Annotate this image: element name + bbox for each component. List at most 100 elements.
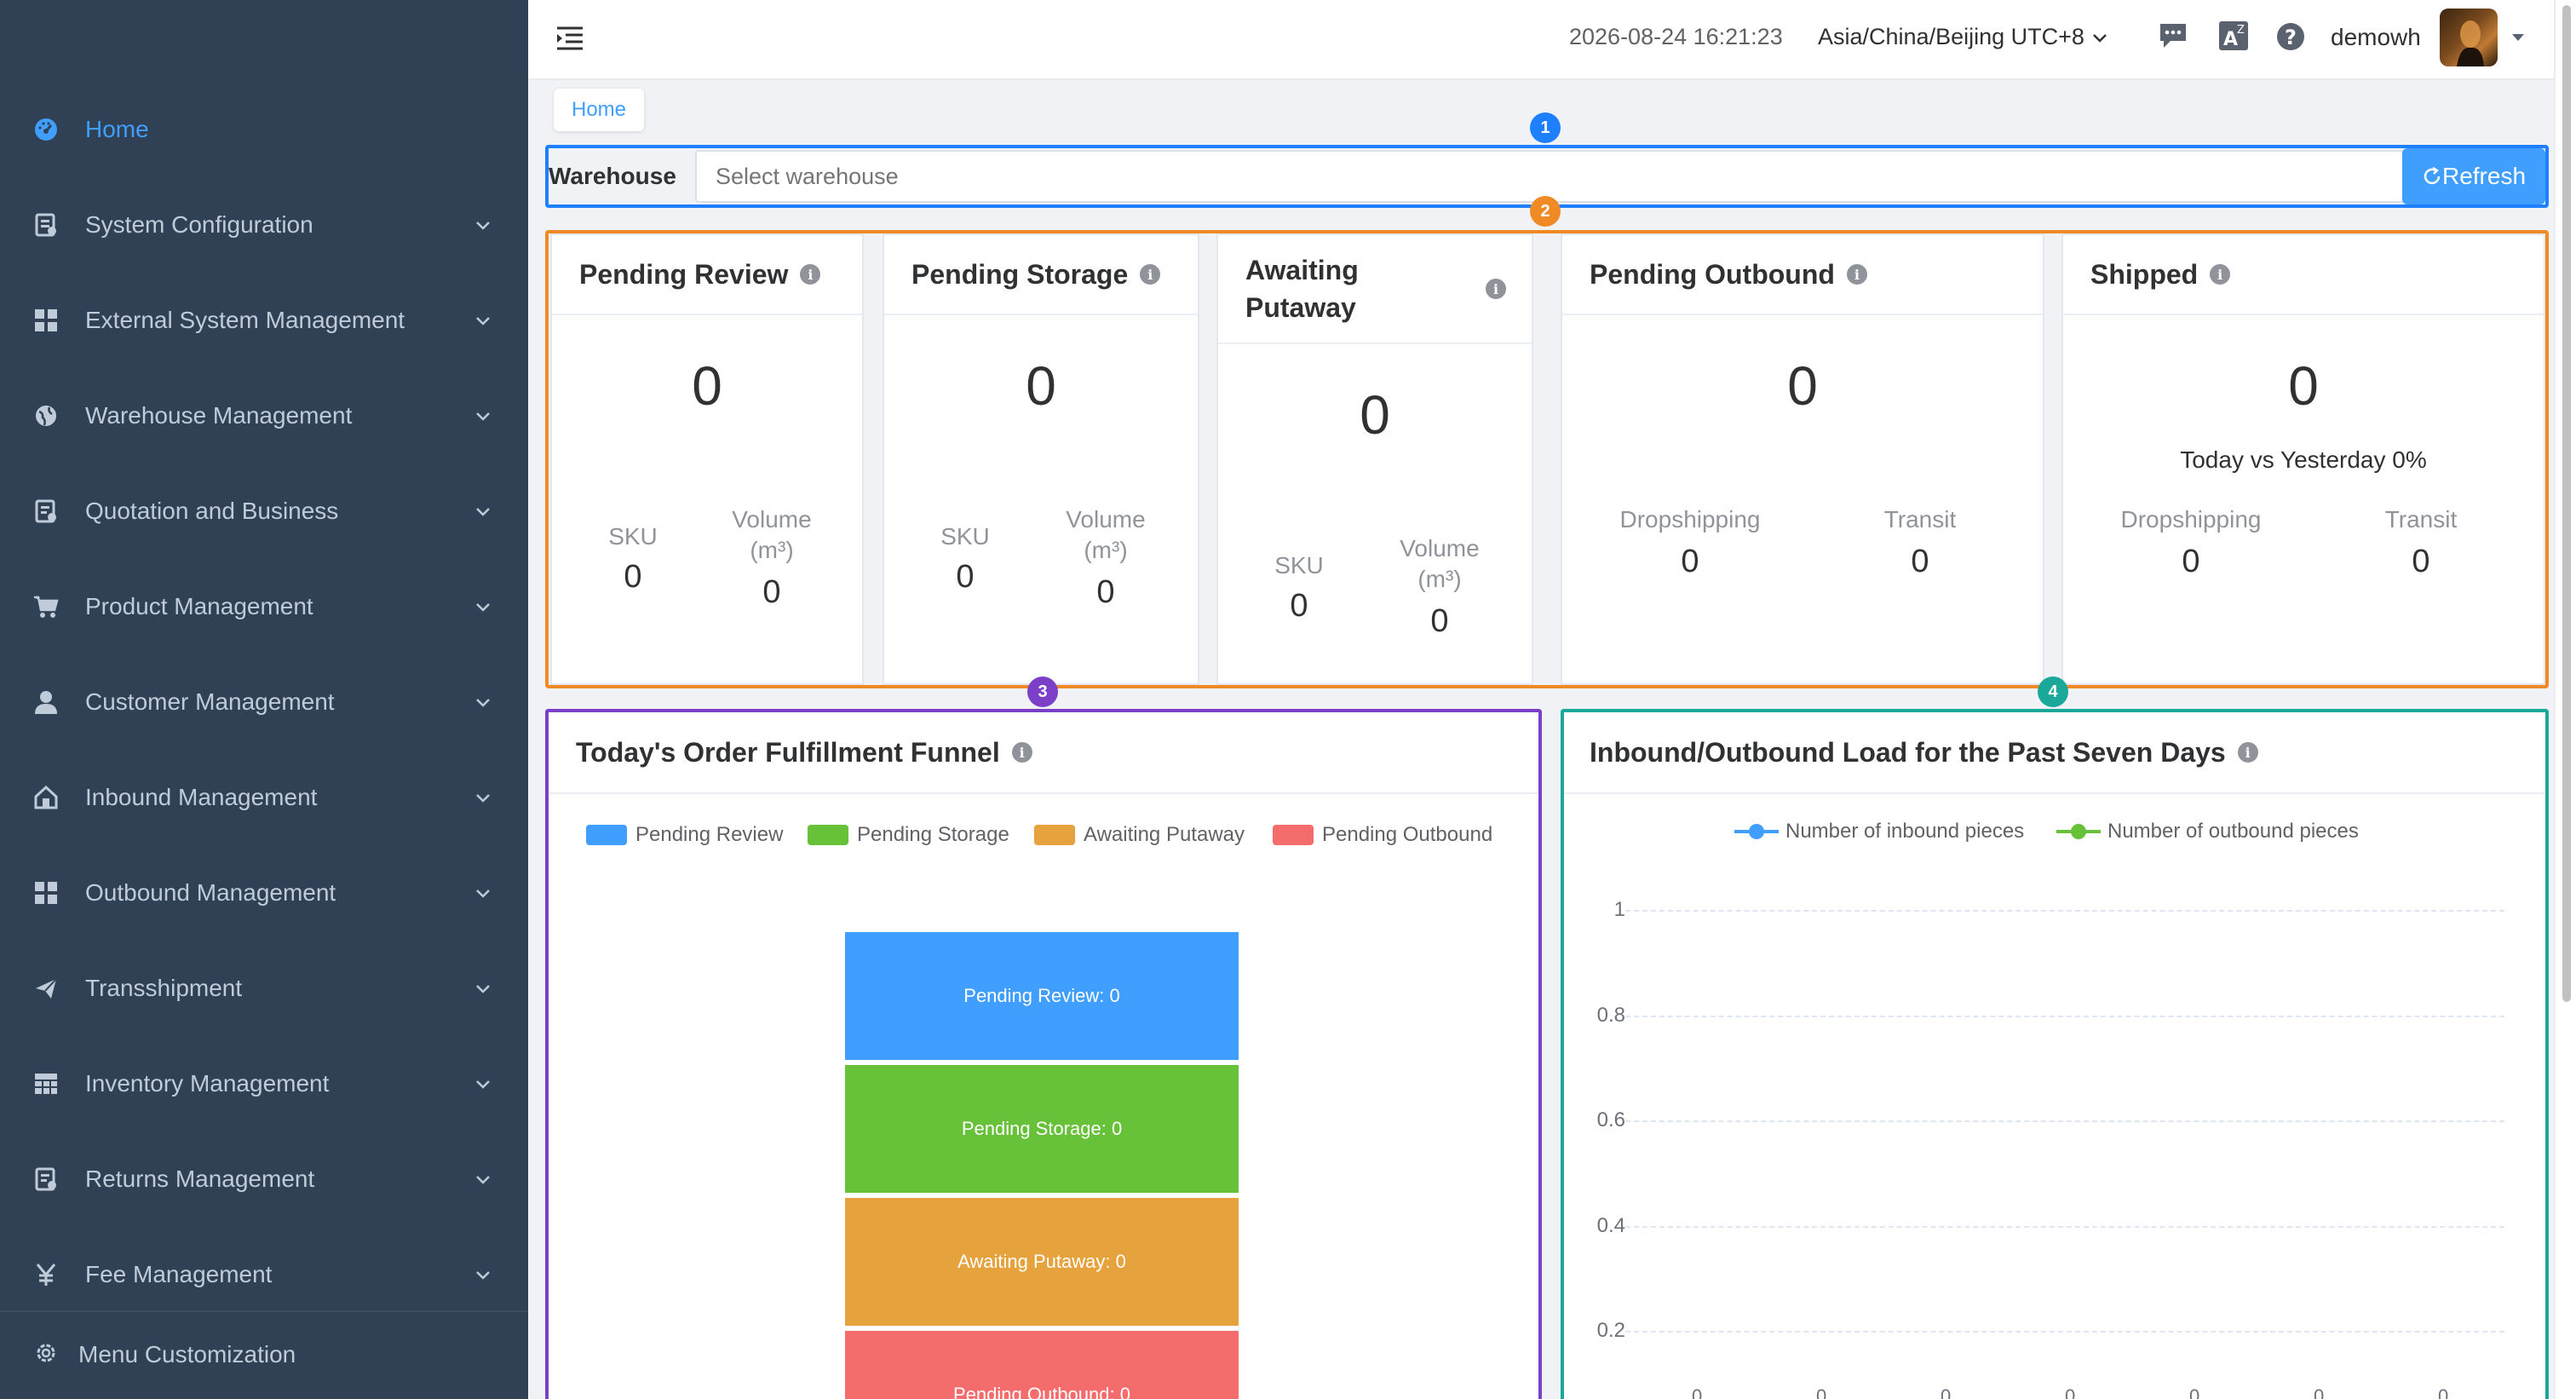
timezone-dropdown[interactable]: Asia/China/Beijing UTC+8 <box>1818 24 2108 50</box>
yen-icon <box>32 1261 60 1288</box>
info-icon[interactable]: i <box>1011 742 1032 763</box>
region-marker-1: 1 <box>1530 112 1561 143</box>
sidebar-item-returns-management[interactable]: Returns Management <box>0 1131 528 1227</box>
scrollbar-thumb[interactable] <box>2562 5 2571 1002</box>
info-icon[interactable]: i <box>2237 742 2258 763</box>
volume-value: 0 <box>1430 603 1449 639</box>
sidebar-item-inbound-management[interactable]: Inbound Management <box>0 750 528 845</box>
gear-icon <box>34 1341 58 1369</box>
help-icon[interactable]: ? <box>2276 22 2305 55</box>
svg-text:Z: Z <box>2237 24 2245 37</box>
card-header: Pending Review i <box>552 235 862 315</box>
info-icon[interactable]: i <box>1140 264 1161 285</box>
dropshipping-label: Dropshipping <box>1619 506 1761 533</box>
transit-value: 0 <box>2412 544 2430 579</box>
y-axis-tick-label: 0.8 <box>1596 1003 1625 1027</box>
volume-label: Volume (m³) <box>1400 535 1480 592</box>
sidebar-item-home[interactable]: Home <box>0 82 528 177</box>
transit-value: 0 <box>1911 544 1929 579</box>
refresh-icon <box>2424 166 2441 185</box>
sku-value: 0 <box>624 559 642 595</box>
card-header: Awaiting Putaway i <box>1218 235 1532 344</box>
info-icon[interactable]: i <box>800 264 821 285</box>
sidebar-item-system-configuration[interactable]: System Configuration <box>0 177 528 273</box>
legend-label-outbound[interactable]: Number of outbound pieces <box>2107 820 2359 843</box>
legend-swatch-awaiting-putaway[interactable] <box>1034 825 1075 845</box>
chevron-down-icon <box>2093 33 2107 43</box>
stat-card-pending-outbound: Pending Outbound i 0 Dropshipping 0 Tran… <box>1561 233 2044 685</box>
sidebar-item-label: Outbound Management <box>85 879 336 906</box>
funnel-step-pending-outbound[interactable]: Pending Outbound: 0 <box>845 1331 1239 1399</box>
sku-label: SKU <box>940 523 990 550</box>
page-scrollbar[interactable] <box>2554 0 2576 1399</box>
username[interactable]: demowh <box>2331 24 2421 50</box>
x-axis-value-label: 0 <box>1941 1385 1952 1399</box>
funnel-step-pending-storage[interactable]: Pending Storage: 0 <box>845 1065 1239 1193</box>
legend-marker-inbound[interactable] <box>1734 821 1779 846</box>
warehouse-select[interactable] <box>695 150 2407 203</box>
caret-down-icon[interactable] <box>2510 29 2527 46</box>
funnel-chart: Pending Review: 0 Pending Storage: 0 Awa… <box>549 903 1538 1399</box>
sidebar-item-label: Inventory Management <box>85 1070 330 1097</box>
card-title: Awaiting Putaway <box>1245 255 1359 323</box>
legend-label-awaiting-putaway[interactable]: Awaiting Putaway <box>1084 823 1245 846</box>
legend-label-pending-review[interactable]: Pending Review <box>635 823 784 846</box>
funnel-header: Today's Order Fulfillment Funnel i <box>549 712 1538 794</box>
document-icon <box>32 1166 60 1193</box>
sidebar-item-transshipment[interactable]: Transshipment <box>0 941 528 1036</box>
info-icon[interactable]: i <box>1846 264 1867 285</box>
chevron-down-icon <box>476 699 490 707</box>
refresh-button[interactable]: Refresh <box>2402 148 2545 204</box>
funnel-step-awaiting-putaway[interactable]: Awaiting Putaway: 0 <box>845 1198 1239 1326</box>
volume-label: Volume (m³) <box>732 506 812 563</box>
top-header: 2026-08-24 16:21:23 Asia/China/Beijing U… <box>528 0 2554 80</box>
sidebar-item-warehouse-management[interactable]: Warehouse Management <box>0 368 528 463</box>
chevron-down-icon <box>476 317 490 325</box>
menu-toggle-icon[interactable] <box>555 26 584 55</box>
legend-label-pending-storage[interactable]: Pending Storage <box>857 823 1009 846</box>
sidebar-item-label: Customer Management <box>85 688 335 715</box>
sidebar-item-fee-management[interactable]: Fee Management <box>0 1227 528 1322</box>
user-icon <box>32 688 60 716</box>
dropshipping-label: Dropshipping <box>2120 506 2262 533</box>
transit-label: Transit <box>1883 506 1957 533</box>
funnel-step-pending-review[interactable]: Pending Review: 0 <box>845 932 1239 1060</box>
info-icon[interactable]: i <box>1486 279 1506 299</box>
legend-swatch-pending-storage[interactable] <box>808 825 848 845</box>
message-icon[interactable] <box>2159 22 2188 54</box>
dropshipping-value: 0 <box>1681 544 1699 579</box>
chevron-down-icon <box>476 222 490 230</box>
tag-home[interactable]: Home <box>554 89 644 131</box>
sidebar-item-inventory-management[interactable]: Inventory Management <box>0 1036 528 1131</box>
chevron-down-icon <box>476 508 490 516</box>
legend-swatch-pending-review[interactable] <box>586 825 627 845</box>
legend-label-inbound[interactable]: Number of inbound pieces <box>1785 820 2025 843</box>
table-icon <box>32 1070 60 1097</box>
card-header: Pending Storage i <box>884 235 1198 315</box>
grid-icon <box>32 307 60 334</box>
funnel-title: Today's Order Fulfillment Funnel <box>576 736 1000 768</box>
avatar[interactable] <box>2440 9 2498 66</box>
info-icon[interactable]: i <box>2210 264 2231 285</box>
card-title: Pending Review <box>579 258 789 290</box>
sidebar-item-outbound-management[interactable]: Outbound Management <box>0 845 528 941</box>
legend-label-pending-outbound[interactable]: Pending Outbound <box>1322 823 1493 846</box>
sidebar-item-external-system-management[interactable]: External System Management <box>0 273 528 368</box>
y-axis-tick-label: 0.6 <box>1596 1108 1625 1131</box>
sidebar-item-quotation-and-business[interactable]: Quotation and Business <box>0 463 528 559</box>
stat-card-awaiting-putaway: Awaiting Putaway i 0 SKU 0 Volume (m³) 0 <box>1216 233 1533 685</box>
menu-customization[interactable]: Menu Customization <box>0 1310 528 1399</box>
stat-value: 0 <box>1026 355 1056 417</box>
stat-card-pending-review: Pending Review i 0 SKU 0 Volume (m³) 0 <box>550 233 864 685</box>
sidebar: Home System Configuration External Syste… <box>0 0 528 1399</box>
legend-marker-outbound[interactable] <box>2056 821 2101 846</box>
sidebar-item-label: Home <box>85 116 149 142</box>
sidebar-item-customer-management[interactable]: Customer Management <box>0 654 528 750</box>
chevron-down-icon <box>476 603 490 612</box>
dropshipping-value: 0 <box>2182 544 2200 579</box>
grid-line <box>1625 1331 2504 1333</box>
legend-swatch-pending-outbound[interactable] <box>1273 825 1314 845</box>
sidebar-item-product-management[interactable]: Product Management <box>0 559 528 654</box>
sku-value: 0 <box>1290 588 1308 624</box>
